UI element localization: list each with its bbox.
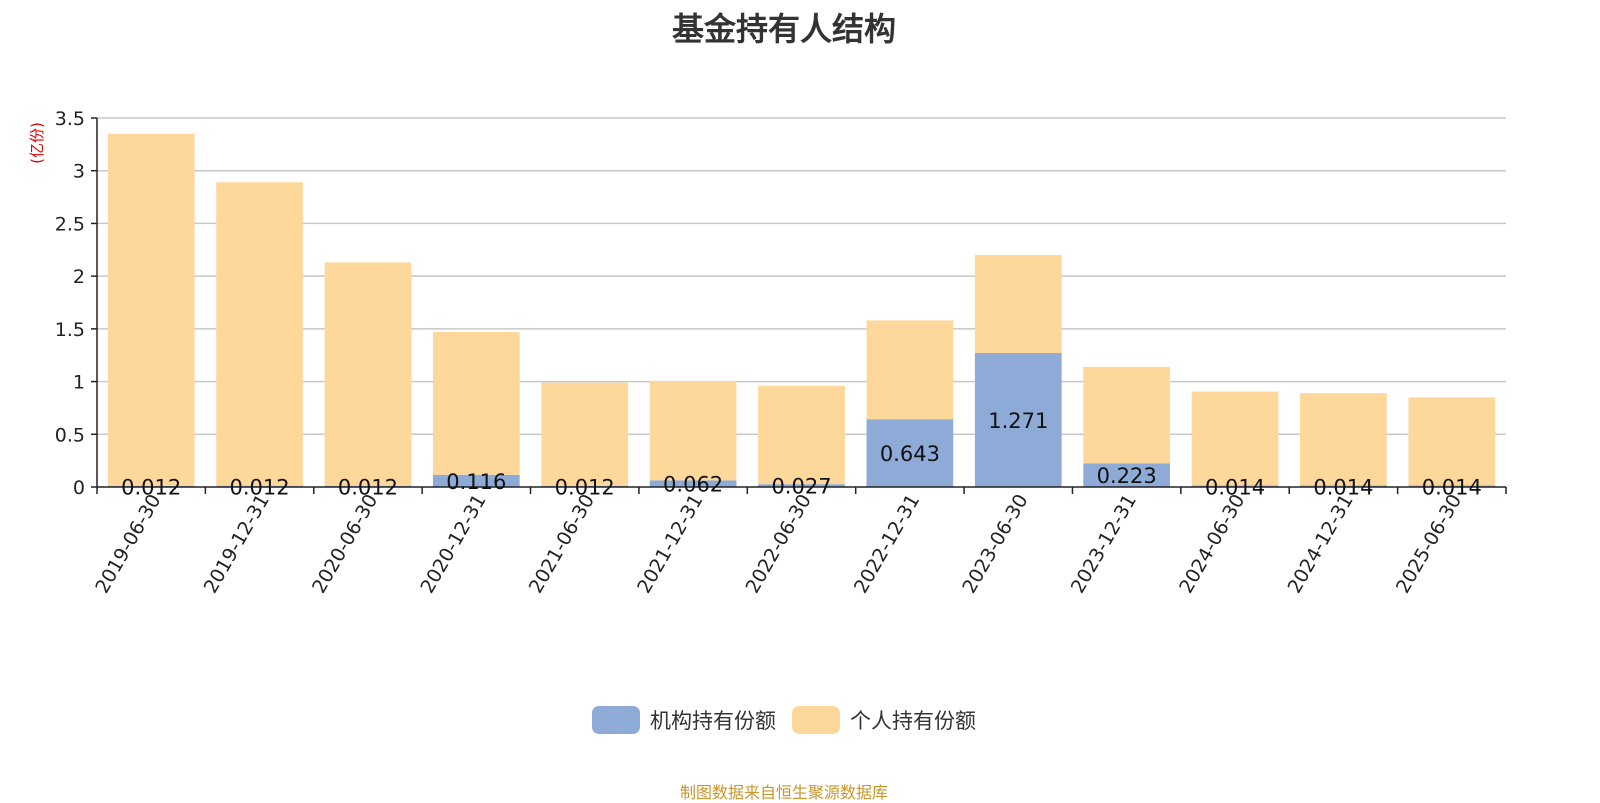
source-note: 制图数据来自恒生聚源数据库	[679, 783, 888, 802]
bar-individual	[974, 255, 1062, 354]
bar-individual	[1083, 366, 1171, 464]
y-tick-label: 3.5	[55, 108, 85, 130]
y-tick-label: 2.5	[55, 213, 85, 235]
bar-institutional	[758, 484, 845, 487]
bar-individual	[1191, 391, 1279, 486]
bar-institutional	[866, 419, 954, 487]
x-tick-label: 2025-06-30	[1392, 491, 1466, 598]
legend-swatch	[792, 706, 840, 734]
x-tick-label: 2022-06-30	[742, 491, 816, 598]
bars	[107, 133, 1496, 487]
data-label: 1.271	[988, 409, 1048, 433]
data-labels: 0.012 0.012 0.012 0.116 0.012 0.062 0.027 0.643…	[121, 409, 1482, 499]
x-tick-label: 2019-06-30	[91, 491, 165, 598]
bar-individual	[216, 182, 303, 486]
bar-individual	[649, 381, 737, 481]
x-tick-label: 2024-12-31	[1283, 491, 1357, 598]
data-label: 0.643	[880, 442, 940, 466]
y-tick-label: 3	[73, 161, 85, 183]
y-tick-label: 1	[73, 372, 85, 394]
y-tick-label: 2	[73, 266, 85, 288]
bar-institutional	[649, 480, 737, 487]
x-tick-label: 2022-12-31	[850, 491, 924, 598]
data-label: 0.012	[338, 475, 398, 499]
bar-individual	[324, 262, 412, 486]
legend-label: 机构持有份额	[650, 709, 776, 733]
legend-swatch	[592, 706, 640, 734]
y-axis-unit-label: (亿份)	[28, 122, 46, 164]
bar-individual	[1300, 393, 1387, 486]
legend: 机构持有份额 个人持有份额	[592, 706, 976, 734]
bar-individual	[758, 385, 845, 485]
bar-institutional	[974, 353, 1062, 487]
data-label: 0.014	[1205, 475, 1265, 499]
data-label: 0.116	[446, 470, 506, 494]
x-tick-label: 2024-06-30	[1175, 491, 1249, 598]
legend-label: 个人持有份额	[850, 709, 976, 733]
bar-institutional	[432, 474, 520, 487]
bar-individual	[541, 382, 629, 486]
y-tick-label: 0	[73, 477, 85, 499]
x-tick-label: 2020-06-30	[308, 491, 382, 598]
bar-institutional	[1083, 463, 1171, 487]
y-tick-label: 0.5	[55, 424, 85, 446]
data-label: 0.062	[663, 473, 723, 497]
data-label: 0.012	[121, 475, 181, 499]
x-tick-label: 2023-06-30	[958, 491, 1032, 598]
chart-title: 基金持有人结构	[671, 10, 896, 48]
stacked-bar-chart: 0 0.5 1 1.5 2 2.5 3 3.5 2019-06-30 2019-12-31 2020…	[28, 108, 1507, 734]
data-label: 0.012	[555, 475, 615, 499]
bar-individual	[432, 332, 520, 475]
data-label: 0.027	[771, 475, 831, 499]
x-tick-label: 2021-06-30	[525, 491, 599, 598]
bar-individual	[107, 133, 195, 486]
data-label: 0.014	[1313, 475, 1373, 499]
y-tick-label: 1.5	[55, 319, 85, 341]
data-label: 0.012	[230, 475, 290, 499]
data-label: 0.014	[1422, 475, 1482, 499]
x-tick-label: 2019-12-31	[200, 491, 274, 598]
x-tick-label: 2023-12-31	[1067, 491, 1141, 598]
bar-individual	[1408, 397, 1496, 486]
data-label: 0.223	[1097, 464, 1157, 488]
x-tick-label: 2021-12-31	[633, 491, 707, 598]
x-tick-label: 2020-12-31	[416, 491, 490, 598]
bar-individual	[866, 320, 954, 420]
